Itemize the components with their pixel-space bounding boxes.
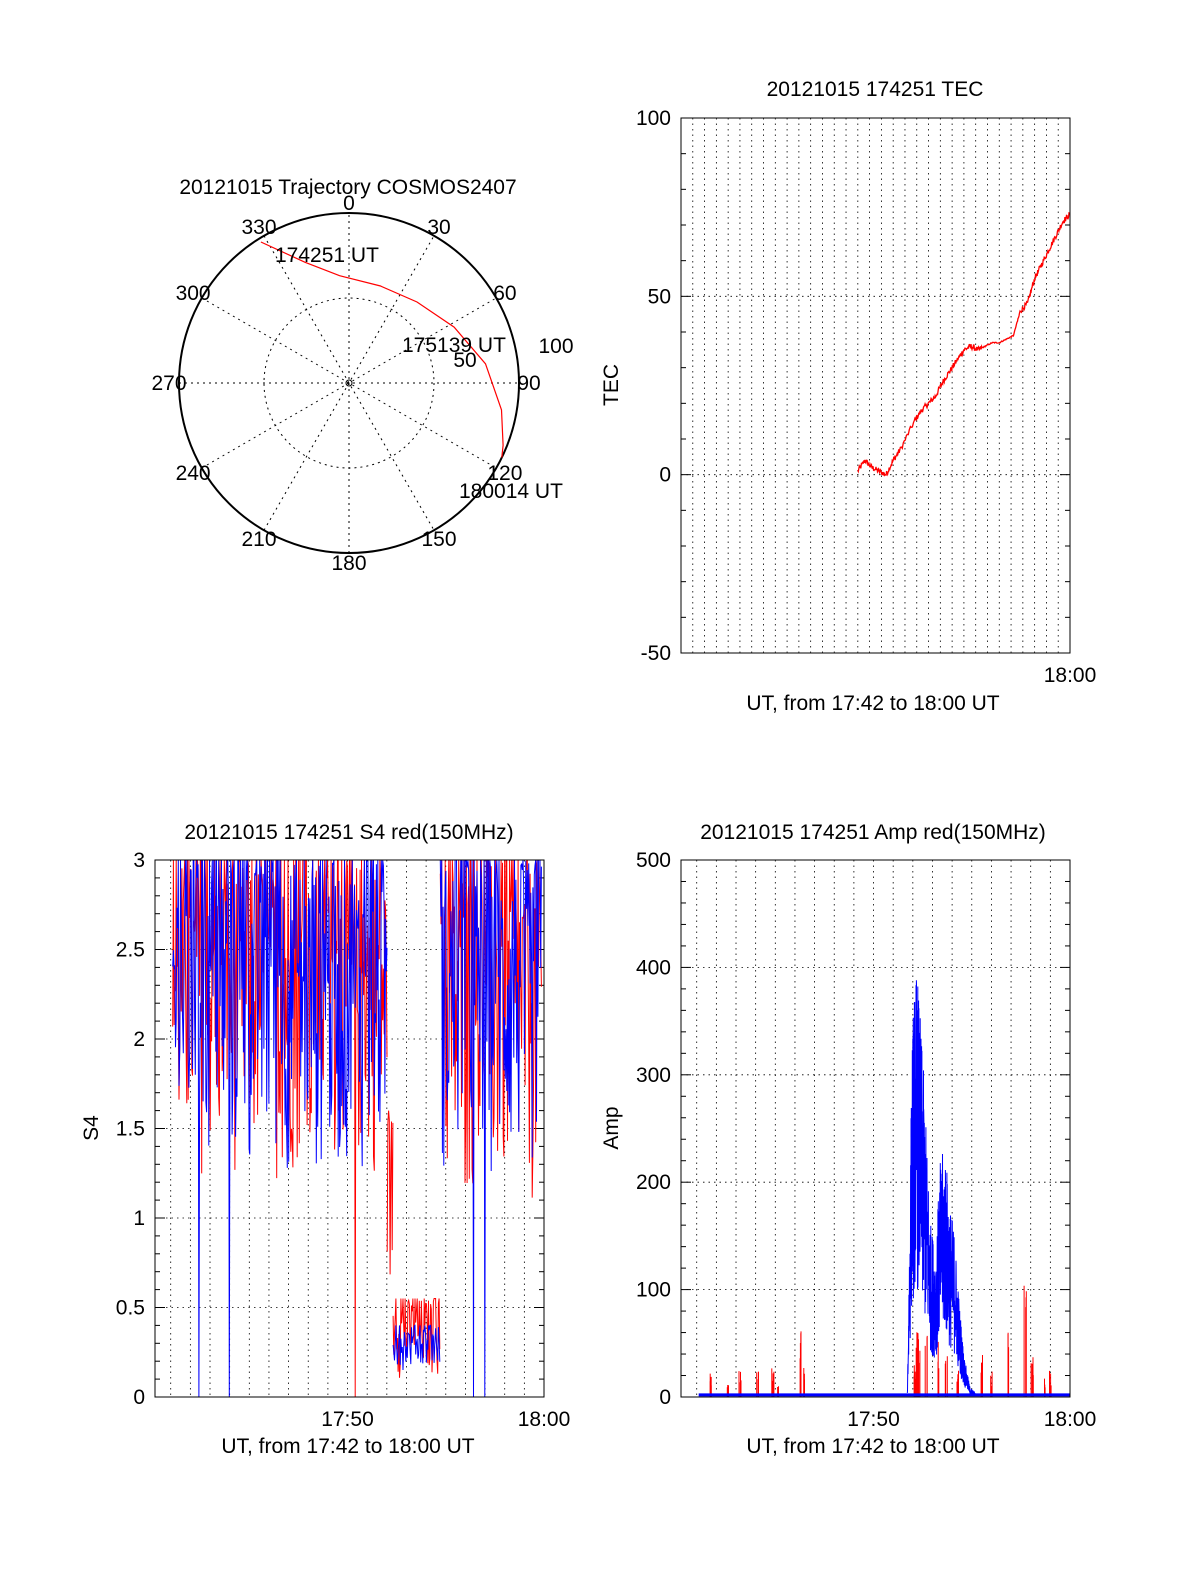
polar-angle-label: 90	[517, 372, 540, 395]
amp-blue-series	[906, 980, 977, 1396]
y-tick-label: 1	[133, 1207, 145, 1230]
tec-panel: 20121015 174251 TEC -50 0 50 100 18:00 TEC U…	[600, 78, 1096, 715]
y-tick-label: 100	[636, 107, 671, 130]
y-tick-label: 2.5	[116, 939, 145, 962]
tec-grid	[681, 118, 1070, 653]
y-tick-label: 300	[636, 1064, 671, 1087]
tec-title: 20121015 174251 TEC	[767, 78, 984, 101]
polar-angle-label: 60	[493, 282, 516, 305]
amp-red-series	[709, 1285, 1052, 1397]
y-tick-label: 0	[659, 464, 671, 487]
x-tick-label: 18:00	[518, 1408, 571, 1431]
amp-grid	[681, 860, 1070, 1397]
tec-plot-frame	[680, 117, 1071, 654]
y-tick-label: 100	[636, 1279, 671, 1302]
amp-xlabel: UT, from 17:42 to 18:00 UT	[746, 1435, 999, 1458]
tec-xlabel: UT, from 17:42 to 18:00 UT	[746, 692, 999, 715]
polar-angle-labels: 0 30 60 90 120 150 180 210 240 270 300 330	[151, 192, 540, 575]
polar-spoke-150	[263, 235, 435, 531]
y-tick-label: 0.5	[116, 1297, 145, 1320]
traj-start-label: 174251 UT	[275, 244, 379, 267]
y-tick-label: 500	[636, 849, 671, 872]
traj-mid-label: 175139 UT	[402, 334, 506, 357]
polar-spokes	[179, 213, 519, 553]
y-tick-label: -50	[641, 642, 671, 665]
tec-ticks: -50 0 50 100 18:00	[636, 107, 1096, 687]
polar-title: 20121015 Trajectory COSMOS2407	[179, 176, 516, 199]
polar-angle-label: 30	[427, 216, 450, 239]
polar-radial-label-50: 50	[453, 349, 476, 372]
s4-ticks: 0 0.5 1 1.5 2 2.5 3 17:50 18:00	[116, 849, 570, 1431]
x-tick-label: 18:00	[1044, 664, 1097, 687]
polar-radial-label-100: 100	[538, 335, 573, 358]
polar-angle-label: 0	[343, 192, 355, 215]
s4-plot-frame	[154, 859, 545, 1398]
polar-angle-label: 120	[487, 462, 522, 485]
amp-ticks: 0 100 200 300 400 500 17:50 18:00	[636, 849, 1096, 1431]
x-tick-label: 17:50	[847, 1408, 900, 1431]
s4-title: 20121015 174251 S4 red(150MHz)	[184, 821, 513, 844]
y-tick-label: 200	[636, 1171, 671, 1194]
polar-angle-label: 210	[241, 528, 276, 551]
polar-panel: 20121015 Trajectory COSMOS2407 0 30 60 90 12…	[151, 176, 573, 575]
y-tick-label: 3	[133, 849, 145, 872]
y-tick-label: 0	[659, 1386, 671, 1409]
tec-ylabel: TEC	[600, 364, 623, 406]
s4-panel: 20121015 174251 S4 red(150MHz) 0 0.5 1 1.5 2…	[80, 821, 570, 1458]
polar-angle-label: 150	[421, 528, 456, 551]
polar-angle-label: 240	[176, 462, 211, 485]
x-tick-label: 18:00	[1044, 1408, 1097, 1431]
y-tick-label: 2	[133, 1028, 145, 1051]
y-tick-label: 400	[636, 956, 671, 979]
y-tick-label: 50	[648, 285, 671, 308]
tec-series-line	[857, 211, 1071, 477]
amp-title: 20121015 174251 Amp red(150MHz)	[700, 821, 1046, 844]
x-tick-label: 17:50	[321, 1408, 374, 1431]
amp-plot-frame	[680, 859, 1071, 1398]
s4-red-series	[172, 859, 542, 1398]
polar-angle-label: 270	[151, 372, 186, 395]
polar-angle-label: 180	[331, 552, 366, 575]
amp-panel: 20121015 174251 Amp red(150MHz) 0 100 200 3…	[600, 821, 1096, 1458]
polar-center	[345, 379, 353, 387]
trajectory-line	[260, 241, 504, 458]
y-tick-label: 0	[133, 1386, 145, 1409]
amp-ylabel: Amp	[600, 1106, 623, 1149]
polar-angle-label: 300	[176, 282, 211, 305]
s4-xlabel: UT, from 17:42 to 18:00 UT	[221, 1435, 474, 1458]
s4-blue-series	[172, 859, 542, 1398]
s4-ylabel: S4	[80, 1115, 103, 1141]
polar-angle-label: 330	[241, 216, 276, 239]
traj-end-label: 180014 UT	[459, 480, 563, 503]
y-tick-label: 1.5	[116, 1118, 145, 1141]
